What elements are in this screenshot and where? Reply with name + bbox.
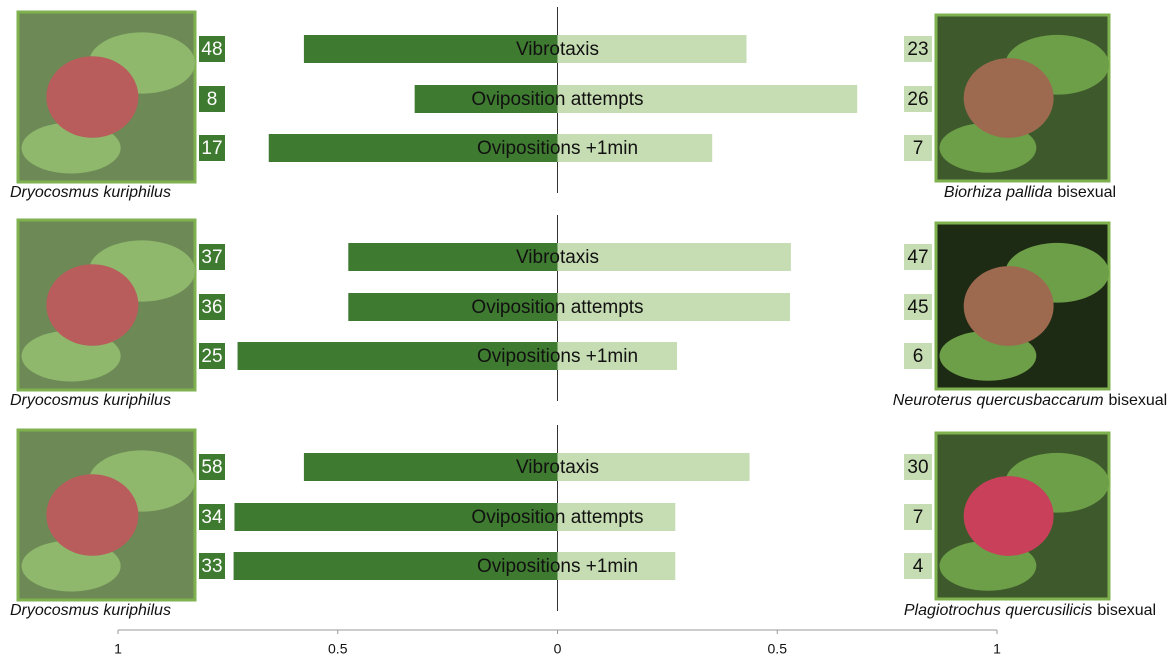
species-caption: Dryocosmus kuriphilus (10, 392, 171, 409)
bar (233, 552, 558, 580)
count-label: 17 (201, 138, 222, 159)
count-box (199, 294, 225, 320)
x-tick-label: 1 (993, 641, 1001, 657)
count-label: 7 (913, 507, 924, 528)
count-box (904, 553, 932, 579)
count-label: 58 (201, 457, 222, 478)
count-box (199, 454, 225, 480)
photo-gall (46, 56, 139, 138)
count-box (904, 244, 932, 270)
count-label: 36 (201, 297, 222, 318)
category-label: Ovipositions +1min (477, 346, 638, 367)
species-caption: Plagiotrochus quercusilicis bisexual (904, 602, 1156, 619)
bar (557, 243, 791, 271)
species-name: Plagiotrochus quercusilicis (904, 602, 1093, 619)
x-tick-label: 0.5 (328, 641, 348, 657)
photo-gall (963, 476, 1054, 556)
photo-gall (46, 474, 139, 556)
x-tick-label: 1 (114, 641, 122, 657)
photo-gall (963, 266, 1054, 346)
bar (268, 134, 558, 162)
bar (557, 342, 678, 370)
species-suffix: bisexual (1109, 392, 1168, 409)
category-label: Vibrotaxis (516, 247, 599, 268)
category-label: Oviposition attempts (471, 507, 643, 528)
bar (557, 293, 790, 321)
count-box (904, 86, 932, 112)
bar (234, 503, 558, 531)
bar (557, 503, 676, 531)
count-box (199, 86, 225, 112)
photo-gall (46, 264, 139, 346)
count-label: 37 (201, 247, 222, 268)
count-box (904, 343, 932, 369)
count-box (904, 36, 932, 62)
count-box (904, 504, 932, 530)
species-caption: Dryocosmus kuriphilus (10, 602, 171, 619)
species-caption: Dryocosmus kuriphilus (10, 184, 171, 201)
bar (303, 35, 558, 63)
species-name: Biorhiza pallida (944, 184, 1053, 201)
bar (348, 293, 558, 321)
count-label: 8 (207, 89, 218, 110)
count-label: 4 (913, 556, 924, 577)
count-box (199, 553, 225, 579)
count-label: 33 (201, 556, 222, 577)
category-label: Vibrotaxis (516, 457, 599, 478)
count-label: 25 (201, 346, 222, 367)
bar (237, 342, 558, 370)
count-box (199, 504, 225, 530)
bar (348, 243, 558, 271)
count-label: 23 (907, 39, 928, 60)
count-label: 45 (907, 297, 928, 318)
count-box (199, 244, 225, 270)
count-label: 6 (913, 346, 924, 367)
count-label: 48 (201, 39, 222, 60)
category-label: Oviposition attempts (471, 89, 643, 110)
count-label: 47 (907, 247, 928, 268)
species-caption: Biorhiza pallida bisexual (944, 184, 1116, 201)
category-label: Ovipositions +1min (477, 138, 638, 159)
species-suffix: bisexual (1057, 184, 1116, 201)
count-box (199, 36, 225, 62)
count-box (904, 454, 932, 480)
bar (414, 85, 558, 113)
bar (557, 453, 750, 481)
count-label: 7 (913, 138, 924, 159)
bar (557, 85, 858, 113)
x-tick-label: 0 (554, 641, 562, 657)
count-label: 34 (201, 507, 223, 528)
count-box (904, 135, 932, 161)
bar (303, 453, 558, 481)
count-box (199, 343, 225, 369)
count-box (199, 135, 225, 161)
category-label: Oviposition attempts (471, 297, 643, 318)
bar (557, 134, 713, 162)
count-label: 30 (907, 457, 928, 478)
count-box (904, 294, 932, 320)
species-caption: Neuroterus quercusbaccarum bisexual (893, 392, 1167, 409)
photo-gall (963, 58, 1054, 138)
category-label: Vibrotaxis (516, 39, 599, 60)
species-name: Neuroterus quercusbaccarum (893, 392, 1104, 409)
bar (557, 552, 676, 580)
count-label: 26 (907, 89, 928, 110)
x-tick-label: 0.5 (768, 641, 788, 657)
bar (557, 35, 747, 63)
category-label: Ovipositions +1min (477, 556, 638, 577)
species-suffix: bisexual (1097, 602, 1156, 619)
